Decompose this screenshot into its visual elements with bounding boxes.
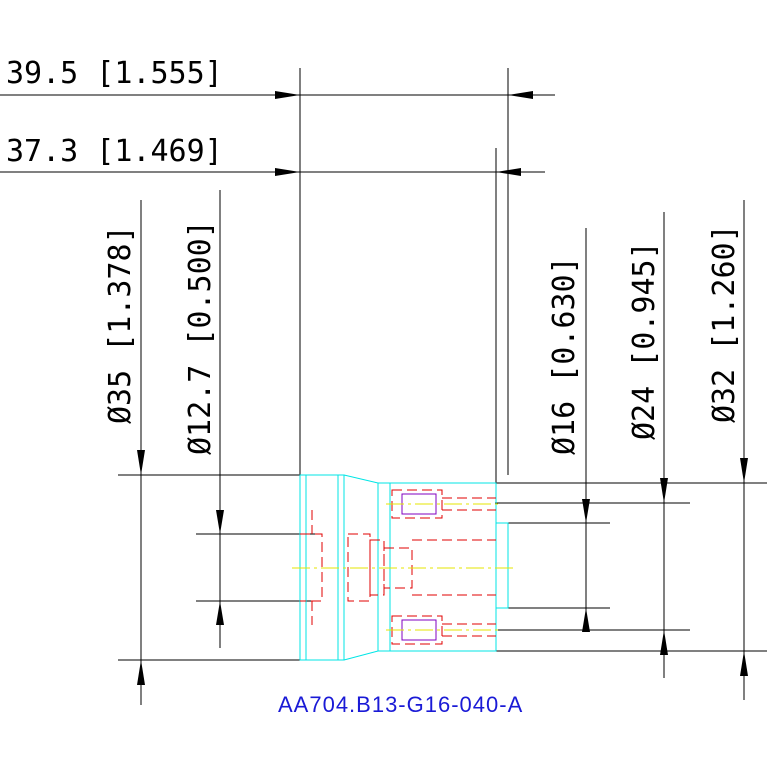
dimension-dia-24: Ø24 [0.945] <box>495 212 690 678</box>
dimension-body-length: 37.3 [1.469] <box>0 134 545 485</box>
dimension-label-body-length: 37.3 [1.469] <box>6 134 223 169</box>
dimension-label-dia-12-7: Ø12.7 [0.500] <box>183 220 218 455</box>
thread-detail <box>401 493 437 641</box>
dimension-label-dia-32: Ø32 [1.260] <box>707 224 742 423</box>
dimension-label-dia-35: Ø35 [1.378] <box>103 225 138 424</box>
dimension-dia-32: Ø32 [1.260] <box>495 200 767 700</box>
centerlines <box>292 503 515 631</box>
dimension-label-overall-length: 39.5 [1.555] <box>6 56 223 91</box>
hidden-features <box>300 489 496 645</box>
dimension-dia-35: Ø35 [1.378] <box>103 200 330 705</box>
dimension-label-dia-24: Ø24 [0.945] <box>627 241 662 440</box>
dimension-dia-12-7: Ø12.7 [0.500] <box>183 190 315 648</box>
dimension-overall-length: 39.5 [1.555] <box>0 56 555 475</box>
part-number: AA704.B13-G16-040-A <box>278 692 523 717</box>
part-outline <box>299 474 509 661</box>
dimension-label-dia-16: Ø16 [0.630] <box>547 256 582 455</box>
dimension-dia-16: Ø16 [0.630] <box>500 228 610 632</box>
